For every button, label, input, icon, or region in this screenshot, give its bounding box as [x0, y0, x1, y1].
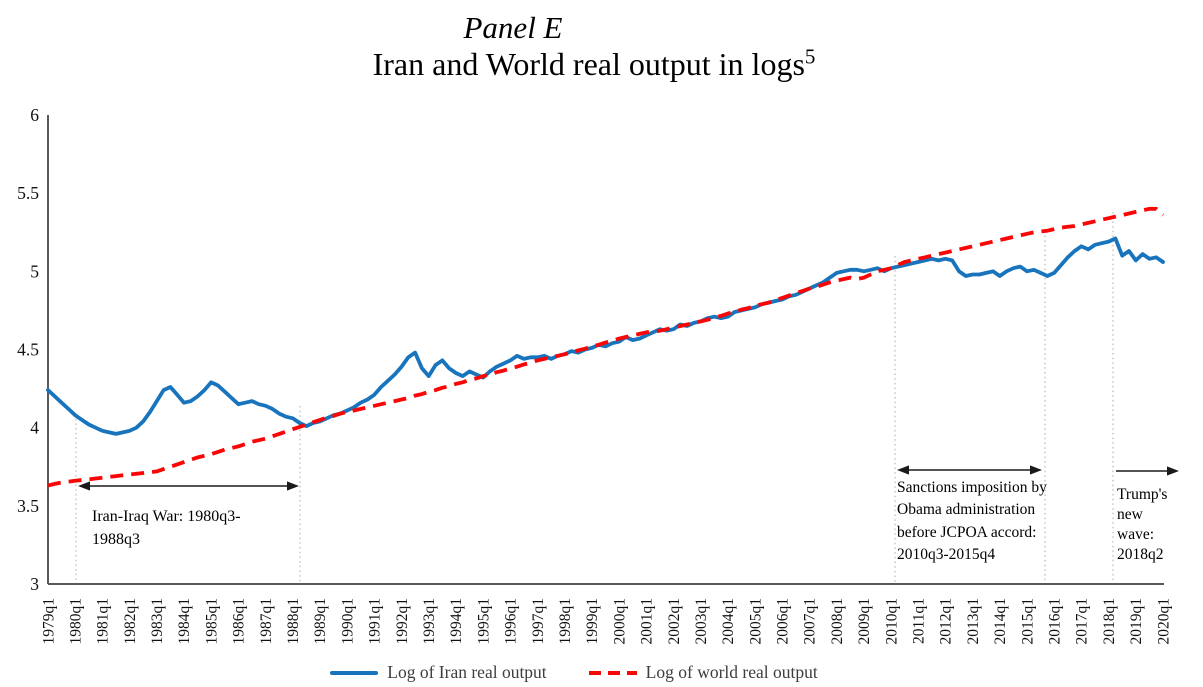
x-tick-label: 1982q1: [122, 598, 139, 645]
chart-title: Iran and World real output in logs5: [0, 46, 1188, 83]
x-tick-label: 2000q1: [611, 598, 628, 645]
world-line-sample: [588, 670, 637, 675]
x-tick-label: 2019q1: [1128, 598, 1145, 645]
x-tick-label: 2007q1: [802, 598, 819, 645]
chart-title-text: Iran and World real output in logs: [372, 46, 805, 82]
x-tick-label: 1986q1: [231, 598, 248, 645]
annotation-iran-iraq-war: Iran-Iraq War: 1980q3-1988q3: [92, 508, 241, 548]
x-tick-label: 1984q1: [176, 598, 193, 645]
panel-title: Panel E: [463, 10, 563, 45]
world-output-line: [47, 206, 1165, 488]
arrowhead-right-icon: [287, 481, 299, 491]
x-tick-label: 1985q1: [203, 598, 220, 645]
x-tick-label: 2015q1: [1019, 598, 1036, 645]
x-tick-label: 1979q1: [40, 598, 57, 645]
x-tick-label: 1987q1: [258, 598, 275, 645]
x-tick-label: 1998q1: [557, 598, 574, 645]
annotation-trump-wave: Trump's new wave: 2018q2: [1117, 486, 1168, 563]
x-tick-label: 1988q1: [285, 598, 302, 645]
y-tick-label: 6: [30, 105, 39, 125]
y-tick-label: 3: [30, 574, 39, 594]
x-tick-label: 2010q1: [883, 598, 900, 645]
legend-label-world: Log of world real output: [645, 662, 818, 682]
legend-item-iran: Log of Iran real output: [330, 662, 547, 683]
arrowhead-right-icon: [1030, 465, 1042, 475]
x-tick-label: 1995q1: [475, 598, 492, 645]
chart-legend: Log of Iran real output Log of world rea…: [0, 662, 1148, 683]
x-tick-label: 1993q1: [421, 598, 438, 645]
x-tick-label: 1990q1: [339, 598, 356, 645]
x-tick-label: 1989q1: [312, 598, 329, 645]
x-tick-label: 2009q1: [856, 598, 873, 645]
x-tick-label: 1981q1: [95, 598, 112, 645]
y-tick-label: 5.5: [17, 183, 39, 203]
x-tick-label: 1991q1: [367, 598, 384, 645]
x-tick-label: 2001q1: [639, 598, 656, 645]
legend-label-iran: Log of Iran real output: [387, 662, 547, 682]
x-tick-label: 1999q1: [584, 598, 601, 645]
x-tick-label: 2013q1: [965, 598, 982, 645]
iran-line-sample: [330, 670, 379, 675]
x-tick-label: 1997q1: [530, 598, 547, 645]
x-tick-label: 1994q1: [448, 598, 465, 645]
x-tick-label: 2016q1: [1046, 598, 1063, 645]
x-tick-label: 2003q1: [693, 598, 710, 645]
x-tick-label: 2004q1: [720, 598, 737, 645]
arrowhead-right-icon: [1167, 466, 1179, 476]
x-tick-label: 2008q1: [829, 598, 846, 645]
x-tick-label: 2017q1: [1074, 598, 1091, 645]
arrowhead-left-icon: [78, 481, 90, 491]
y-tick-label: 4.5: [17, 340, 39, 360]
legend-item-world: Log of world real output: [588, 662, 818, 683]
x-tick-label: 1992q1: [394, 598, 411, 645]
x-tick-label: 2005q1: [747, 598, 764, 645]
x-tick-label: 2002q1: [666, 598, 683, 645]
x-tick-label: 2014q1: [992, 598, 1009, 645]
x-tick-label: 2020q1: [1155, 598, 1172, 645]
x-tick-label: 1996q1: [503, 598, 520, 645]
y-tick-label: 4: [30, 418, 39, 438]
annotation-obama-sanctions: Sanctions imposition by Obama administra…: [897, 479, 1047, 563]
x-tick-label: 2012q1: [938, 598, 955, 645]
footnote-marker: 5: [804, 44, 816, 69]
iran-output-line: [46, 236, 1165, 436]
x-tick-label: 1980q1: [67, 598, 84, 645]
y-tick-label: 3.5: [17, 496, 39, 516]
x-tick-label: 2011q1: [911, 598, 928, 644]
arrowhead-left-icon: [897, 465, 909, 475]
x-tick-label: 2006q1: [775, 598, 792, 645]
x-tick-label: 1983q1: [149, 598, 166, 645]
y-tick-label: 5: [30, 261, 39, 281]
x-tick-label: 2018q1: [1101, 598, 1118, 645]
